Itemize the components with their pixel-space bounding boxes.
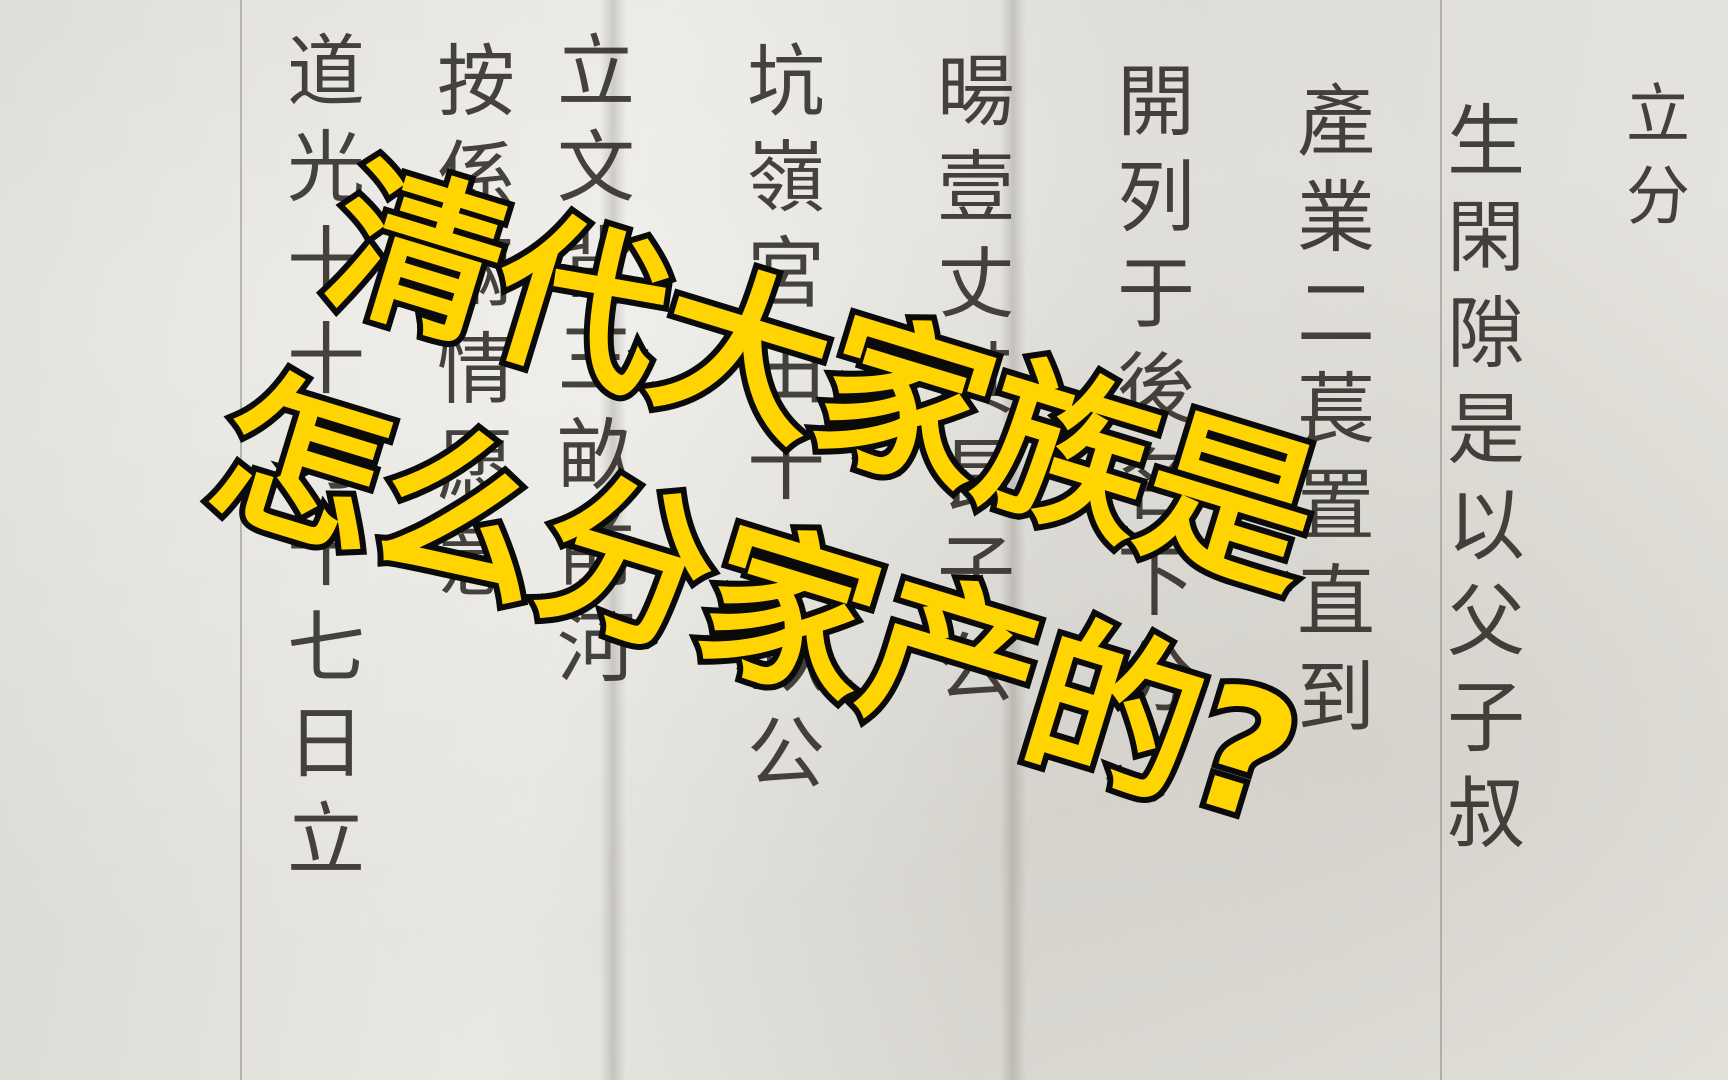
document-column: 產業二萇置直到: [1284, 80, 1374, 752]
page-fold-right: [1000, 0, 1026, 1080]
document-column: 按係兩情愿意: [424, 40, 514, 616]
column-rule: [240, 0, 242, 1080]
document-column: 坑嶺宮田十八畝公: [734, 40, 824, 808]
page-fold-left: [600, 0, 626, 1080]
document-column: 暘壹丈其長子公: [924, 50, 1014, 722]
document-column: 開列于後名下分: [1104, 60, 1194, 732]
document-column: 道光十十月十七日立: [274, 30, 364, 894]
document-column: 生閑隙是以父子叔: [1434, 100, 1524, 868]
column-rule: [1440, 0, 1442, 1080]
document-column: 立分: [1615, 80, 1689, 244]
document-column: 立文背三畝前河: [544, 30, 634, 702]
